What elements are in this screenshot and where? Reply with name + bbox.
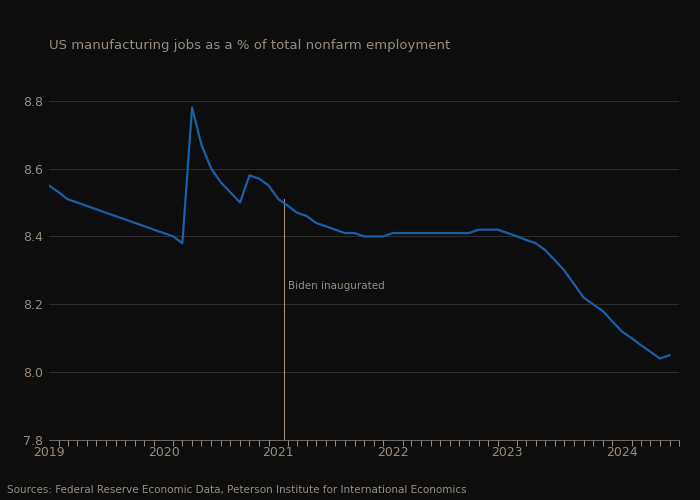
Text: Biden inaugurated: Biden inaugurated: [288, 280, 385, 290]
Text: Sources: Federal Reserve Economic Data, Peterson Institute for International Eco: Sources: Federal Reserve Economic Data, …: [7, 485, 467, 495]
Text: US manufacturing jobs as a % of total nonfarm employment: US manufacturing jobs as a % of total no…: [49, 39, 450, 52]
